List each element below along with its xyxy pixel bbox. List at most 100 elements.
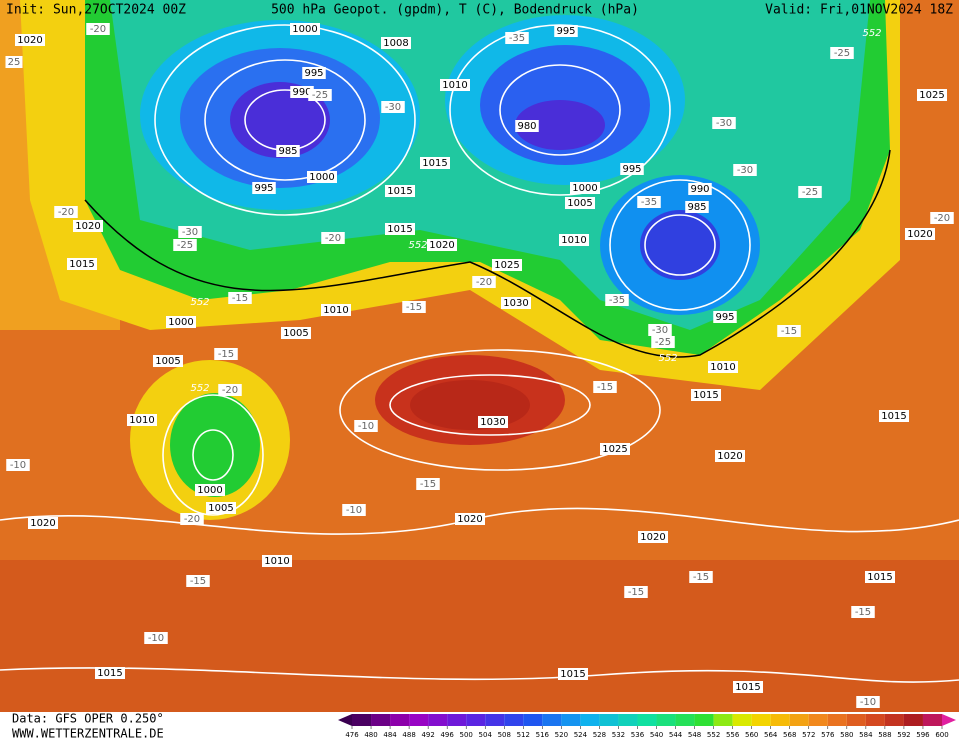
pressure-label-box bbox=[381, 37, 411, 49]
pressure-label-box bbox=[262, 555, 292, 567]
temperature-label: -25 bbox=[177, 240, 193, 251]
colorbar-swatch bbox=[903, 714, 923, 726]
colorbar-label: 544 bbox=[669, 731, 683, 739]
temperature-label-box bbox=[593, 381, 617, 393]
valid-time: Valid: Fri,01NOV2024 18Z bbox=[765, 3, 953, 18]
temperature-label: -25 bbox=[312, 90, 328, 101]
temperature-label-box bbox=[624, 586, 648, 598]
colorbar-swatch bbox=[694, 714, 714, 726]
pressure-label-box bbox=[95, 667, 125, 679]
pressure-label: 1025 bbox=[919, 90, 944, 101]
colorbar-swatch bbox=[865, 714, 885, 726]
temperature-label-box bbox=[173, 239, 197, 251]
temperature-label: -10 bbox=[860, 697, 876, 708]
temperature-label: -15 bbox=[855, 607, 871, 618]
pressure-label: 1005 bbox=[155, 356, 180, 367]
colorbar-label: 596 bbox=[916, 731, 930, 739]
temperature-label-box bbox=[605, 294, 629, 306]
pressure-label-box bbox=[290, 23, 320, 35]
colorbar-swatch bbox=[656, 714, 676, 726]
temperature-label: -20 bbox=[90, 24, 106, 35]
temperature-label-box bbox=[86, 23, 110, 35]
isobar bbox=[204, 59, 366, 181]
colorbar-swatch bbox=[922, 714, 942, 726]
pressure-label: 1020 bbox=[429, 240, 454, 251]
colorbar-label: 524 bbox=[574, 731, 588, 739]
temperature-label: -10 bbox=[358, 421, 374, 432]
pressure-label-box bbox=[865, 571, 895, 583]
colorbar-label: 500 bbox=[460, 731, 473, 739]
temperature-label-box bbox=[856, 696, 880, 708]
pressure-label-box bbox=[492, 259, 522, 271]
pressure-label: 1015 bbox=[693, 390, 718, 401]
temperature-label: -30 bbox=[716, 118, 732, 129]
pressure-label-box bbox=[15, 34, 45, 46]
colorbar-swatch bbox=[352, 714, 372, 726]
pressure-label: 1030 bbox=[503, 298, 528, 309]
temperature-label: -20 bbox=[222, 385, 238, 396]
pressure-label-box bbox=[290, 86, 314, 98]
colorbar-label: 580 bbox=[840, 731, 853, 739]
pressure-label: 1000 bbox=[572, 183, 597, 194]
pressure-label: 1010 bbox=[264, 556, 289, 567]
isobar bbox=[389, 374, 591, 436]
temperature-label-box bbox=[402, 301, 426, 313]
colorbar-label: 560 bbox=[745, 731, 758, 739]
colorbar-label: 492 bbox=[421, 731, 434, 739]
pressure-label-box bbox=[733, 681, 763, 693]
pressure-label: 1020 bbox=[75, 221, 100, 232]
height-label: 552 bbox=[190, 297, 209, 308]
pressure-label: 995 bbox=[304, 68, 323, 79]
pressure-label: 1025 bbox=[602, 444, 627, 455]
temperature-label-box bbox=[777, 325, 801, 337]
colorbar-swatch bbox=[751, 714, 771, 726]
temperature-label-box bbox=[54, 206, 78, 218]
colorbar-label: 488 bbox=[402, 731, 415, 739]
pressure-label-box bbox=[276, 145, 300, 157]
map-labels: 1020 1000 1008 995 990 1010 985 995 1000 1015 1015… bbox=[5, 23, 954, 708]
pressure-label: 995 bbox=[622, 164, 641, 175]
colorbar-swatch bbox=[561, 714, 581, 726]
temperature-label: -35 bbox=[641, 197, 657, 208]
pressure-label-box bbox=[600, 443, 630, 455]
temperature-label: -20 bbox=[476, 277, 492, 288]
pressure-label-box bbox=[558, 668, 588, 680]
pressure-label: 1020 bbox=[640, 532, 665, 543]
pressure-label: 1005 bbox=[283, 328, 308, 339]
temperature-label: -15 bbox=[218, 349, 234, 360]
isobar bbox=[162, 394, 264, 516]
pressure-label: 1000 bbox=[292, 24, 317, 35]
colorbar-swatch bbox=[599, 714, 619, 726]
pressure-label: 1010 bbox=[710, 362, 735, 373]
pressure-label: 1020 bbox=[717, 451, 742, 462]
colorbar-low-end bbox=[338, 714, 352, 726]
colorbar-swatch bbox=[580, 714, 600, 726]
colorbar-swatch bbox=[428, 714, 448, 726]
pressure-label-box bbox=[685, 201, 709, 213]
temperature-label: -15 bbox=[693, 572, 709, 583]
temperature-label-box bbox=[651, 336, 675, 348]
colorbar-swatch bbox=[447, 714, 467, 726]
temperature-label-box bbox=[505, 32, 529, 44]
pressure-label-box bbox=[713, 311, 737, 323]
isobar bbox=[609, 179, 751, 311]
temperature-label-box bbox=[712, 117, 736, 129]
pressure-label: 1000 bbox=[309, 172, 334, 183]
colorbar-label: 476 bbox=[345, 731, 359, 739]
pressure-label: 1005 bbox=[567, 198, 592, 209]
colorbar-label: 516 bbox=[536, 731, 550, 739]
temperature-label-box bbox=[342, 504, 366, 516]
pressure-label-box bbox=[127, 414, 157, 426]
height-label: 552 bbox=[658, 353, 677, 364]
isobar bbox=[154, 24, 416, 216]
pressure-label-box bbox=[307, 171, 337, 183]
pressure-label-box bbox=[281, 327, 311, 339]
pressure-label: 1030 bbox=[480, 417, 505, 428]
colorbar-swatch bbox=[485, 714, 505, 726]
pressure-label: 995 bbox=[556, 26, 575, 37]
temperature-label-box bbox=[218, 384, 242, 396]
pressure-label-box bbox=[565, 197, 595, 209]
pressure-label: 1010 bbox=[561, 235, 586, 246]
temperature-label-box bbox=[228, 292, 252, 304]
pressure-label: 990 bbox=[292, 87, 311, 98]
